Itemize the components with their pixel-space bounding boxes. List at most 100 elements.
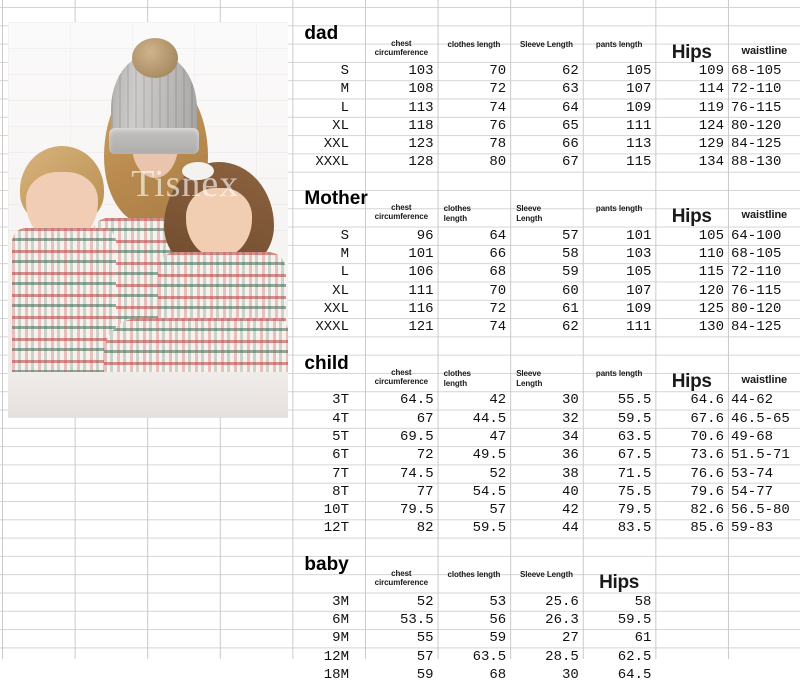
cell-chest: 96 [416,227,434,244]
cell-chest: 67 [416,410,434,427]
cell-hips: 59.5 [617,611,652,628]
cell-sleeve: 67 [561,154,579,171]
cell-sleeve: 36 [561,447,579,464]
cell-pants: 107 [626,282,652,299]
size-label: 4T [332,410,349,427]
cell-chest: 111 [408,282,434,299]
cell-pants: 101 [626,227,652,244]
size-label: 7T [332,465,349,482]
column-header-waistline: waistline [741,44,788,57]
cell-chest: 128 [408,154,434,171]
cell-hips: 70.6 [690,428,724,445]
cell-pants: 71.5 [617,465,652,482]
column-header-waistline: waistline [741,209,788,222]
column-header-sleeve-length: Sleeve Length [520,570,573,580]
cell-sleeve: 62 [561,62,579,79]
cell-sleeve: 63 [561,81,579,98]
column-header-chest-circumference: chest circumference [374,569,429,588]
cell-sleeve: 66 [561,136,579,153]
cell-waist: 56.5-80 [731,502,790,519]
cell-hips: 125 [698,300,724,317]
cell-pants: 83.5 [617,520,652,537]
cell-hips: 105 [698,227,724,244]
cell-hips: 79.6 [690,483,724,500]
cell-hips: 119 [698,99,724,116]
cell-chest: 52 [416,593,434,610]
cell-hips: 124 [698,117,724,134]
cell-chest: 113 [408,99,434,116]
size-label: XXL [323,300,349,317]
cell-chest: 116 [408,300,434,317]
photo-boy-pajama-top [12,228,116,378]
size-label: 12T [323,520,349,537]
photo-blanket [8,372,288,418]
cell-pants: 59.5 [617,410,652,427]
column-header-clothes-length: clothes length [447,39,501,49]
cell-chest: 123 [408,136,434,153]
column-header-chest-circumference: chest circumference [374,203,429,222]
cell-sleeve: 42 [561,502,579,519]
size-label: 6M [332,611,349,628]
cell-clothes: 59 [489,630,507,647]
cell-chest: 103 [408,62,434,79]
cell-clothes: 53 [489,593,507,610]
cell-clothes: 52 [489,465,507,482]
cell-sleeve: 64 [561,99,579,116]
size-label: 12M [323,648,349,665]
column-header-hips: Hips [599,572,640,594]
cell-clothes: 74 [489,99,507,116]
cell-waist: 44-62 [731,392,774,409]
cell-chest: 77 [416,483,434,500]
cell-pants: 111 [626,117,652,134]
size-label: 10T [323,502,349,519]
cell-waist: 76-115 [731,99,782,116]
cell-hips: 64.6 [690,392,724,409]
cell-waist: 59-83 [731,520,774,537]
cell-pants: 109 [626,300,652,317]
cell-sleeve: 59 [561,264,579,281]
cell-chest: 101 [408,245,434,262]
cell-clothes: 57 [489,502,507,519]
column-header-clothes-length: clothes length [443,204,471,224]
cell-hips: 61 [634,630,652,647]
cell-chest: 79.5 [399,502,434,519]
photo-beanie-pompom [132,38,178,78]
cell-sleeve: 25.6 [545,593,579,610]
cell-clothes: 56 [489,611,507,628]
cell-waist: 68-105 [731,62,782,79]
cell-clothes: 49.5 [472,447,507,464]
size-label: 6T [332,447,349,464]
size-label: 18M [323,666,349,683]
column-header-pants-length: pants length [595,369,643,378]
cell-clothes: 44.5 [472,410,507,427]
cell-hips: 120 [698,282,724,299]
section-title-child: child [304,352,349,374]
cell-pants: 55.5 [617,392,652,409]
size-label: 9M [332,630,349,647]
size-label: M [340,245,349,262]
column-header-clothes-length: clothes length [447,570,501,580]
cell-hips: 67.6 [690,410,724,427]
size-label: 8T [332,483,349,500]
cell-hips: 110 [698,245,724,262]
cell-clothes: 47 [489,428,507,445]
cell-chest: 59 [416,666,434,683]
cell-waist: 84-125 [731,319,782,336]
cell-clothes: 68 [489,666,507,683]
cell-pants: 111 [626,319,652,336]
cell-pants: 109 [626,99,652,116]
cell-sleeve: 26.3 [545,611,579,628]
cell-waist: 51.5-71 [731,447,790,464]
size-label: XXL [323,136,349,153]
cell-sleeve: 40 [561,483,579,500]
size-label: 3T [332,392,349,409]
cell-chest: 118 [408,117,434,134]
cell-clothes: 54.5 [472,483,507,500]
cell-hips: 62.5 [617,648,652,665]
cell-pants: 63.5 [617,428,652,445]
product-photo: Tisnex [8,22,288,418]
column-header-sleeve-length: Sleeve Length [516,369,543,388]
cell-waist: 80-120 [731,117,782,134]
column-header-chest-circumference: chest circumference [374,368,429,386]
column-header-pants-length: pants length [595,204,643,214]
